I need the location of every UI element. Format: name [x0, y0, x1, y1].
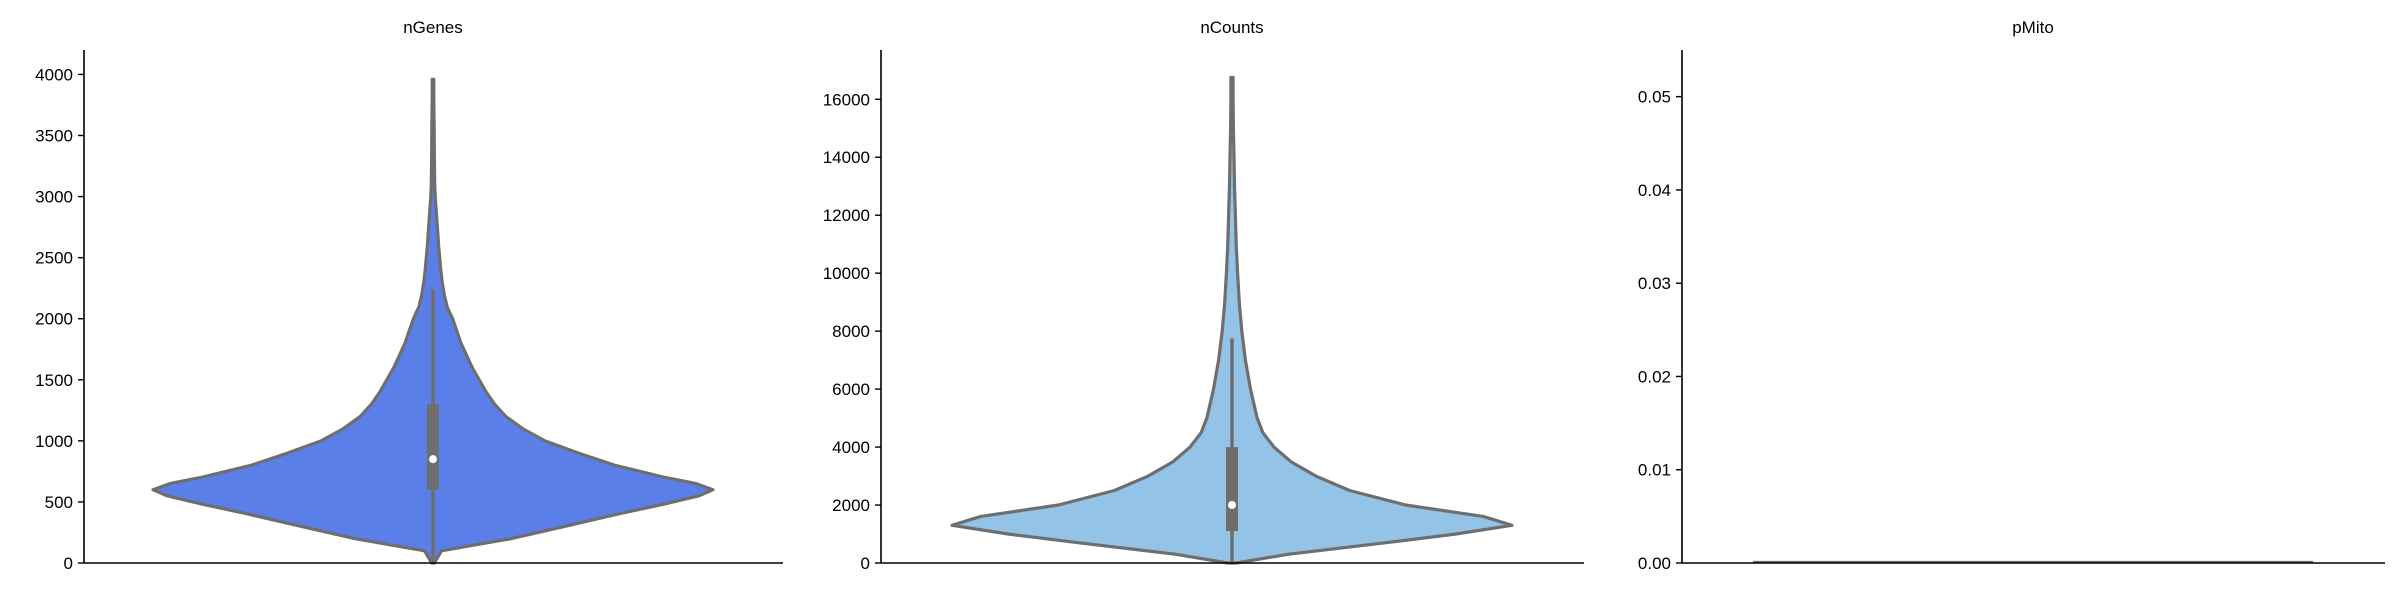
violin-iqr-box [1226, 447, 1238, 532]
violin-body [950, 75, 1514, 565]
y-tick-label: 14000 [823, 148, 870, 167]
y-tick-label: 10000 [823, 264, 870, 283]
y-tick-label: 0 [64, 554, 73, 573]
y-tick-label: 4000 [35, 65, 73, 84]
y-tick-label: 0.01 [1638, 461, 1671, 480]
y-tick-label: 6000 [832, 380, 870, 399]
y-tick-label: 1500 [35, 371, 73, 390]
y-tick-label: 0.02 [1638, 367, 1671, 386]
y-tick-label: 0.00 [1638, 554, 1671, 573]
y-tick-label: 3500 [35, 127, 73, 146]
y-tick-label: 3000 [35, 188, 73, 207]
violin-panel-pmito: pMito 0.00 0.01 0.02 0.03 0.04 0.05 [1638, 18, 2385, 573]
y-tick-label: 0 [861, 554, 870, 573]
y-tick-label: 0.04 [1638, 181, 1671, 200]
violin-panel-ngenes: nGenes 0 500 1000 1500 2000 2500 3000 3500 4000 [35, 18, 783, 573]
panel-title: pMito [2012, 18, 2054, 37]
y-tick-label: 0.05 [1638, 88, 1671, 107]
y-tick-label: 2000 [832, 496, 870, 515]
y-tick-label: 1000 [35, 432, 73, 451]
y-tick-label: 500 [45, 493, 73, 512]
y-tick-label: 4000 [832, 438, 870, 457]
y-tick-label: 2000 [35, 310, 73, 329]
violin-median-dot [1228, 501, 1236, 510]
y-tick-label: 0.03 [1638, 274, 1671, 293]
panel-title: nCounts [1200, 18, 1263, 37]
violin-iqr-box [427, 404, 439, 490]
y-tick-label: 2500 [35, 249, 73, 268]
y-tick-label: 8000 [832, 322, 870, 341]
y-tick-label: 16000 [823, 90, 870, 109]
y-tick-label: 12000 [823, 206, 870, 225]
violin-panel-ncounts: nCounts 0 2000 4000 6000 8000 10000 12000 14000… [823, 18, 1584, 573]
panel-title: nGenes [403, 18, 463, 37]
violin-median-dot [429, 455, 437, 464]
